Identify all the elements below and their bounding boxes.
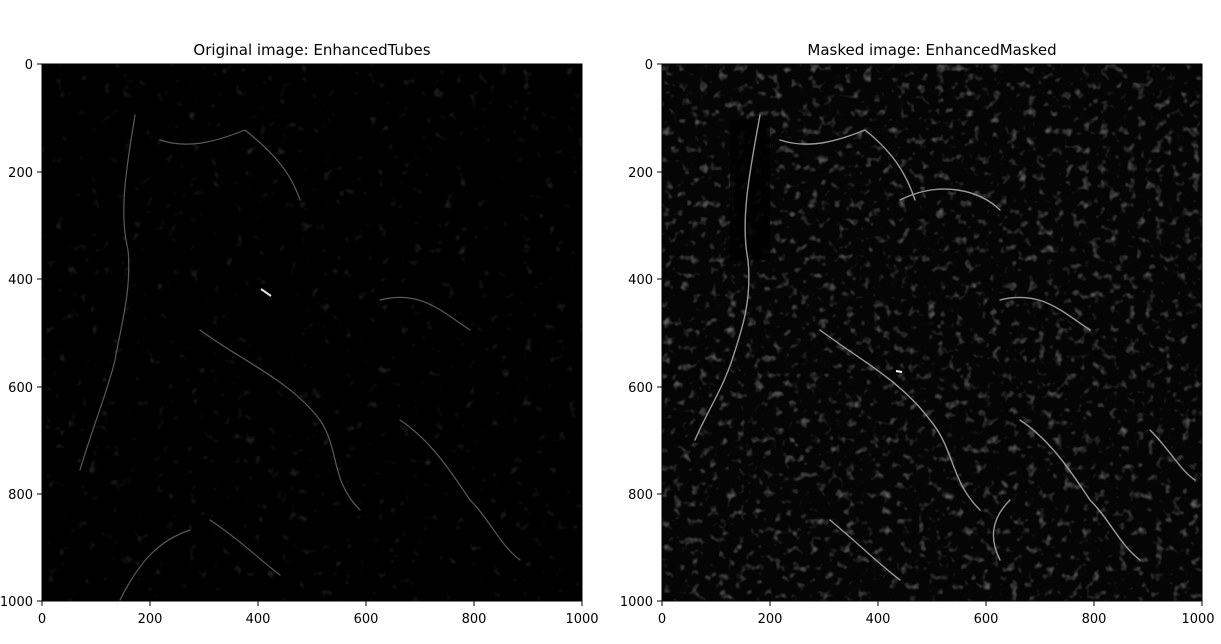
bright-streak-original — [260, 288, 272, 297]
x-tick-original-1000: 1000 — [565, 601, 599, 627]
y-tick-original-0: 0 — [25, 58, 42, 73]
x-axis-original: 0 200 400 600 800 1000 — [38, 601, 599, 627]
svg-text:0: 0 — [658, 612, 666, 627]
svg-text:400: 400 — [8, 273, 33, 288]
y-tick-masked-200: 200 — [628, 166, 662, 181]
x-tick-masked-400: 400 — [866, 601, 891, 627]
svg-text:0: 0 — [645, 58, 653, 73]
y-tick-masked-1000: 1000 — [620, 595, 662, 610]
svg-text:400: 400 — [628, 273, 653, 288]
vessels-masked — [694, 114, 1196, 581]
svg-text:800: 800 — [462, 612, 487, 627]
svg-text:600: 600 — [628, 381, 653, 396]
panel-title-masked: Masked image: EnhancedMasked — [807, 41, 1056, 59]
y-tick-masked-400: 400 — [628, 273, 662, 288]
svg-text:200: 200 — [8, 166, 33, 181]
svg-text:800: 800 — [1082, 612, 1107, 627]
x-tick-masked-200: 200 — [758, 601, 783, 627]
axes-frame-masked — [661, 63, 1203, 602]
dark-region-masked — [730, 120, 770, 260]
svg-text:200: 200 — [138, 612, 163, 627]
y-tick-original-1000: 1000 — [0, 595, 42, 610]
panel-masked: Masked image: EnhancedMasked 0 200 400 6… — [620, 41, 1215, 627]
svg-text:1000: 1000 — [620, 595, 653, 610]
bright-streak-masked — [895, 370, 903, 373]
y-axis-original: 0 200 400 600 800 1000 — [0, 58, 42, 610]
x-tick-masked-800: 800 — [1082, 601, 1107, 627]
image-original-texture — [42, 64, 582, 601]
x-tick-original-200: 200 — [138, 601, 163, 627]
x-tick-masked-0: 0 — [658, 601, 666, 627]
axes-frame-original — [41, 63, 583, 602]
svg-text:0: 0 — [38, 612, 46, 627]
y-tick-masked-0: 0 — [645, 58, 662, 73]
svg-text:1000: 1000 — [1181, 612, 1214, 627]
panel-title-original: Original image: EnhancedTubes — [193, 41, 430, 59]
y-tick-masked-800: 800 — [628, 488, 662, 503]
x-tick-original-800: 800 — [462, 601, 487, 627]
svg-text:600: 600 — [354, 612, 379, 627]
svg-text:400: 400 — [866, 612, 891, 627]
svg-text:0: 0 — [25, 58, 33, 73]
x-tick-original-600: 600 — [354, 601, 379, 627]
y-axis-masked: 0 200 400 600 800 1000 — [620, 58, 662, 610]
y-tick-original-400: 400 — [8, 273, 42, 288]
svg-text:1000: 1000 — [0, 595, 33, 610]
svg-text:200: 200 — [758, 612, 783, 627]
panel-original: Original image: EnhancedTubes 0 200 400 … — [0, 41, 599, 627]
x-tick-original-0: 0 — [38, 601, 46, 627]
x-tick-masked-600: 600 — [974, 601, 999, 627]
x-axis-masked: 0 200 400 600 800 1000 — [658, 601, 1215, 627]
y-tick-original-600: 600 — [8, 381, 42, 396]
svg-text:800: 800 — [8, 488, 33, 503]
x-tick-masked-1000: 1000 — [1181, 601, 1215, 627]
vessels-original — [79, 114, 521, 601]
svg-text:1000: 1000 — [565, 612, 598, 627]
svg-text:600: 600 — [974, 612, 999, 627]
svg-text:400: 400 — [246, 612, 271, 627]
y-tick-original-200: 200 — [8, 166, 42, 181]
svg-text:800: 800 — [628, 488, 653, 503]
y-tick-original-800: 800 — [8, 488, 42, 503]
x-tick-original-400: 400 — [246, 601, 271, 627]
y-tick-masked-600: 600 — [628, 381, 662, 396]
svg-text:200: 200 — [628, 166, 653, 181]
svg-text:600: 600 — [8, 381, 33, 396]
